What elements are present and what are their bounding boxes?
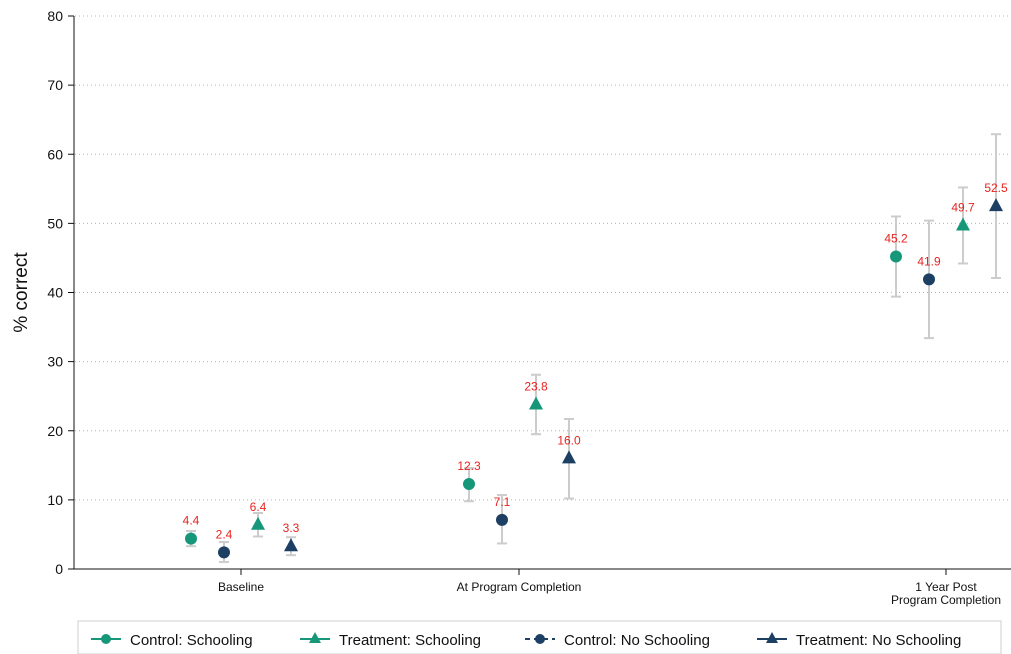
data-label: 45.2 (884, 232, 908, 246)
data-point (284, 538, 298, 552)
y-tick-label: 20 (47, 423, 63, 439)
y-tick-label: 70 (47, 77, 63, 93)
y-axis-title: % correct (11, 252, 32, 333)
y-tick-label: 40 (47, 285, 63, 301)
data-point (496, 513, 508, 526)
data-point (185, 532, 197, 545)
legend-label: Control: No Schooling (564, 632, 710, 649)
y-tick-label: 60 (47, 146, 63, 162)
y-tick-label: 10 (47, 492, 63, 508)
data-label: 3.3 (283, 521, 300, 535)
data-label: 41.9 (917, 254, 941, 268)
data-point (463, 477, 475, 490)
legend-marker (309, 632, 321, 643)
data-point (562, 450, 576, 464)
y-tick-label: 80 (47, 8, 63, 24)
y-tick-label: 50 (47, 215, 63, 231)
data-point (923, 273, 935, 286)
y-tick-label: 30 (47, 354, 63, 370)
data-label: 49.7 (951, 200, 975, 214)
x-category-label: At Program Completion (457, 580, 582, 594)
data-label: 52.5 (984, 181, 1008, 195)
legend-marker (535, 634, 545, 644)
y-tick-label: 0 (55, 561, 63, 577)
data-label: 2.4 (216, 527, 233, 541)
data-label: 6.4 (250, 500, 267, 514)
legend-marker (766, 632, 778, 643)
x-category-label: 1 Year Post (915, 580, 977, 594)
x-category-label: Baseline (218, 580, 264, 594)
data-point (251, 516, 265, 530)
data-label: 7.1 (494, 495, 511, 509)
data-label: 23.8 (524, 379, 548, 393)
legend-marker (101, 634, 111, 644)
data-point (989, 198, 1003, 212)
data-point (529, 396, 543, 410)
legend-label: Treatment: No Schooling (796, 632, 961, 649)
data-point (218, 546, 230, 559)
data-point (890, 250, 902, 263)
data-point (956, 217, 970, 231)
data-label: 4.4 (183, 514, 200, 528)
legend-label: Control: Schooling (130, 632, 253, 649)
legend-label: Treatment: Schooling (339, 632, 481, 649)
data-label: 12.3 (457, 459, 481, 473)
data-label: 16.0 (557, 433, 581, 447)
x-category-label: Program Completion (891, 593, 1001, 607)
